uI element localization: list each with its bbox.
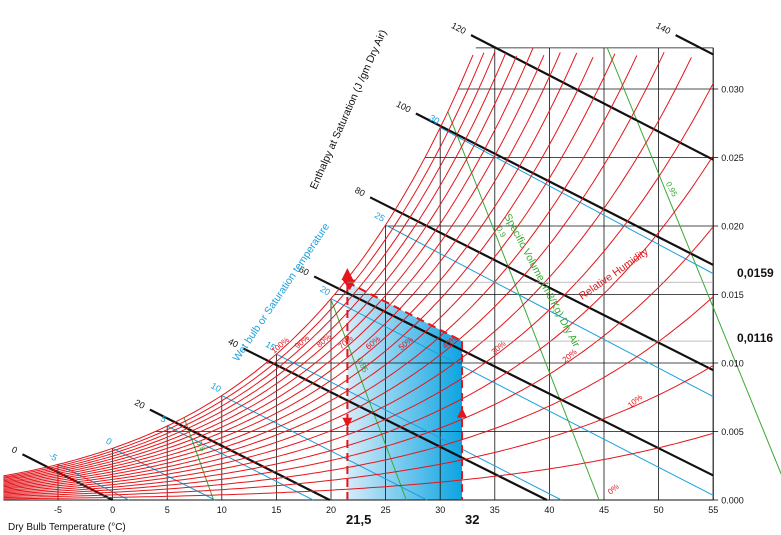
x-tick-label: 20	[326, 505, 336, 515]
rh-curve	[3, 52, 578, 487]
enthalpy-line	[242, 347, 548, 501]
process-t-end-label: 32	[465, 512, 479, 527]
wet-bulb-label: 10	[209, 381, 223, 395]
x-tick-label: 45	[599, 505, 609, 515]
x-tick-label: 50	[654, 505, 664, 515]
rh-curve	[3, 56, 594, 488]
process-w-start-label: 0,0159	[737, 266, 774, 280]
rh-curve	[3, 55, 638, 490]
specific-volume-line	[606, 47, 781, 475]
process-arrow-up-head	[457, 407, 468, 418]
enthalpy-label: 140	[654, 20, 672, 36]
process-w-end-label: 0,0116	[737, 331, 773, 345]
process-t-start-label: 21,5	[346, 512, 371, 527]
process-region-layer	[347, 282, 463, 500]
rh-curve	[3, 55, 518, 482]
rh-curve	[3, 52, 561, 485]
enthalpy-label: 20	[133, 397, 147, 411]
y-tick-label: 0.020	[721, 222, 744, 232]
x-tick-label: 25	[381, 505, 391, 515]
enthalpy-line	[470, 34, 714, 161]
enthalpy-label: 60	[297, 264, 311, 278]
x-tick-label: 0	[110, 505, 115, 515]
enthalpy-label: 0	[10, 444, 19, 455]
grid-layer	[3, 47, 714, 501]
wet-bulb-line	[330, 298, 714, 496]
x-tick-label: 15	[271, 505, 281, 515]
x-tick-label: 5	[165, 505, 170, 515]
specific-volume-label: 0.95	[664, 180, 680, 198]
x-tick-label: 55	[708, 505, 718, 515]
rh-curve	[3, 155, 714, 495]
rh-curve	[3, 51, 496, 479]
enthalpy-label: 120	[450, 20, 468, 36]
wet-bulb-line	[385, 224, 714, 398]
enthalpy-line	[675, 34, 714, 56]
rh-label: 10%	[626, 393, 644, 410]
x-tick-label: 35	[490, 505, 500, 515]
y-tick-label: 0.000	[721, 496, 744, 506]
process-arrows	[341, 268, 714, 500]
enthalpy-label: 100	[395, 99, 413, 115]
rh-curve	[3, 226, 714, 496]
y-tick-label: 0.010	[721, 359, 744, 369]
enthalpy-axis-title: Enthalpy at Saturation (J /gm Dry Air)	[308, 28, 389, 191]
relative-humidity-title: Relative Humidity	[577, 245, 651, 302]
y-tick-label: 0.015	[721, 290, 744, 300]
wet-bulb-line	[221, 395, 428, 501]
rh-curve	[3, 365, 714, 499]
relative-humidity-curves	[3, 47, 714, 500]
enthalpy-line	[149, 408, 331, 501]
enthalpy-line	[313, 275, 714, 477]
wet-bulb-line	[276, 353, 562, 501]
enthalpy-label: 80	[353, 185, 367, 199]
wet-bulb-label: -5	[47, 450, 59, 463]
rh-curve	[3, 54, 545, 484]
rh-curve	[3, 52, 507, 480]
x-tick-label: 10	[217, 505, 227, 515]
wet-bulb-label: 0	[104, 436, 113, 447]
x-tick-label: -5	[54, 505, 62, 515]
wet-bulb-label: 20	[318, 284, 332, 298]
process-arrow-top	[342, 279, 463, 342]
specific-volume-lines	[183, 47, 781, 501]
x-tick-label: 30	[435, 505, 445, 515]
wet-bulb-label: 30	[428, 113, 442, 127]
process-region	[347, 282, 463, 500]
specific-volume-line	[447, 111, 600, 501]
rh-label: 30%	[490, 339, 508, 356]
rh-curve	[3, 83, 714, 494]
wet-bulb-label: 25	[373, 210, 387, 224]
rh-label: 80%	[315, 332, 333, 349]
wet-bulb-line	[439, 127, 714, 275]
x-axis-title: Dry Bulb Temperature (°C)	[8, 522, 126, 533]
rh-curve	[3, 52, 485, 478]
wet-bulb-label: 15	[264, 339, 278, 353]
y-tick-label: 0.025	[721, 153, 744, 163]
enthalpy-label: 40	[226, 336, 240, 350]
y-tick-label: 0.030	[721, 85, 744, 95]
specific-volume-line	[183, 417, 215, 501]
specific-volume-line	[330, 298, 407, 501]
x-tick-label: 40	[544, 505, 554, 515]
y-tick-label: 0.005	[721, 427, 744, 437]
rh-curve	[3, 53, 616, 489]
rh-label: 0%	[606, 482, 621, 496]
rh-curve	[3, 54, 474, 477]
wet-bulb-lines	[57, 127, 714, 501]
wet-bulb-label: 5	[159, 414, 168, 425]
rh-curve	[3, 47, 534, 483]
rh-label: 20%	[561, 347, 579, 364]
process-arrow-down-head	[342, 417, 353, 428]
rh-curve	[3, 432, 714, 500]
rh-curve	[3, 51, 665, 491]
rh-curve	[3, 296, 714, 497]
